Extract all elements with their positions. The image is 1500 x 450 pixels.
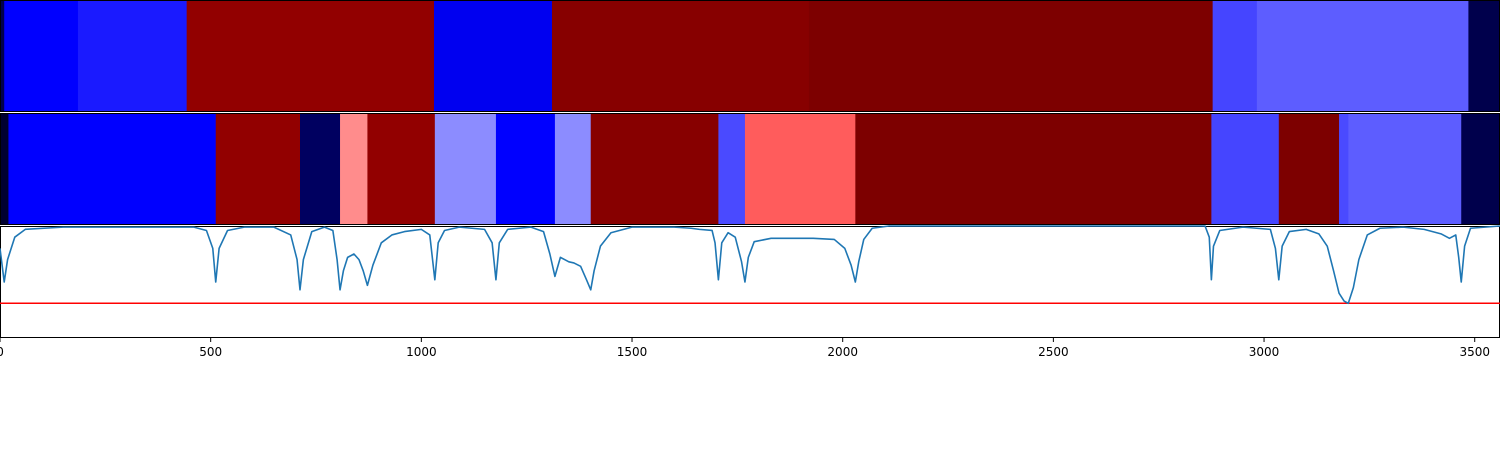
- heatmap-cell: [340, 113, 368, 225]
- heatmap-cell: [1461, 113, 1500, 225]
- heatmap-rows: [0, 0, 1500, 225]
- heatmap-cell: [186, 0, 435, 112]
- heatmap-cell: [718, 113, 746, 225]
- heatmap-cell: [1212, 0, 1258, 112]
- heatmap-cell: [300, 113, 341, 225]
- x-tick-label: 1500: [617, 345, 648, 359]
- heatmap-cell: [434, 113, 497, 225]
- heatmap-cell: [433, 0, 553, 112]
- x-tick-label: 3000: [1249, 345, 1280, 359]
- heatmap-row-1: [0, 0, 1500, 112]
- x-tick-label: 2000: [827, 345, 858, 359]
- heatmap-cell: [855, 113, 1212, 225]
- heatmap-cell: [0, 113, 9, 225]
- heatmap-cell: [367, 113, 436, 225]
- heatmap-cell: [551, 0, 810, 112]
- heatmap-cell: [4, 0, 79, 112]
- heatmap-cell: [77, 0, 188, 112]
- heatmap-row-2: [0, 113, 1500, 225]
- heatmap-cell: [215, 113, 301, 225]
- heatmap-cell: [1348, 113, 1462, 225]
- heatmap-cell: [495, 113, 556, 225]
- x-tick-label: 0: [0, 345, 4, 359]
- x-axis: 0 500 1000 1500 2000 2500 3000 3500: [0, 338, 1490, 359]
- heatmap-cell: [1278, 113, 1340, 225]
- heatmap-cell: [1211, 113, 1280, 225]
- heatmap-cell: [1339, 113, 1349, 225]
- heatmap-cell: [0, 0, 5, 112]
- line-panel: [0, 225, 1500, 338]
- heatmap-cell: [808, 0, 1214, 112]
- heatmap-cell: [1468, 0, 1500, 112]
- heatmap-cell: [554, 113, 592, 225]
- x-tick-label: 500: [199, 345, 222, 359]
- x-tick-label: 1000: [406, 345, 437, 359]
- heatmap-cell: [590, 113, 719, 225]
- series-line: [0, 225, 1500, 305]
- x-tick-label: 3500: [1459, 345, 1490, 359]
- heatmap-cell: [1256, 0, 1469, 112]
- line-panel-frame: [0, 226, 1500, 338]
- x-tick-label: 2500: [1038, 345, 1069, 359]
- heatmap-cell: [744, 113, 856, 225]
- heatmap-cell: [8, 113, 217, 225]
